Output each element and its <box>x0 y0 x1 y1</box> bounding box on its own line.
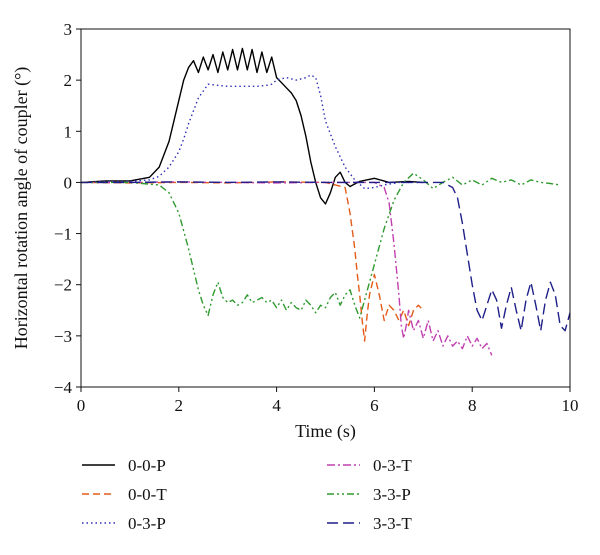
plot-area: 0 2 4 6 8 10 −4 −3 −2 −1 0 1 2 3 <box>54 20 579 415</box>
legend-label: 0-3-T <box>373 456 412 475</box>
series-line-3-3-P <box>81 172 561 319</box>
legend: 0-0-P 0-0-T 0-3-P 0-3-T 3-3-P 3-3-T <box>82 456 412 533</box>
x-tick-label: 6 <box>370 396 379 415</box>
y-axis-ticks: −4 −3 −2 −1 0 1 2 3 <box>54 20 81 397</box>
legend-label: 0-0-P <box>128 456 166 475</box>
y-tick-label: 2 <box>64 71 73 90</box>
x-tick-label: 4 <box>272 396 281 415</box>
series-line-0-0-P <box>80 47 424 205</box>
x-tick-label: 10 <box>562 396 579 415</box>
series-layer <box>80 47 571 356</box>
y-axis-title: Horizontal rotation angle of coupler (°) <box>11 67 32 350</box>
series-line-0-3-P <box>80 74 424 190</box>
y-tick-label: −1 <box>54 225 72 244</box>
legend-label: 0-3-P <box>128 514 166 533</box>
y-tick-label: −4 <box>54 378 73 397</box>
legend-label: 3-3-T <box>373 514 412 533</box>
x-tick-label: 2 <box>175 396 184 415</box>
x-tick-label: 0 <box>77 396 86 415</box>
y-tick-label: 1 <box>64 122 73 141</box>
legend-label: 3-3-P <box>373 485 411 504</box>
x-axis-title: Time (s) <box>295 421 356 442</box>
plot-frame <box>80 28 571 388</box>
x-tick-label: 8 <box>468 396 477 415</box>
series-line-0-0-T <box>80 181 424 342</box>
y-tick-label: −3 <box>54 327 72 346</box>
y-tick-label: 3 <box>64 20 73 39</box>
y-tick-label: 0 <box>64 173 73 192</box>
series-line-3-3-T <box>81 181 571 332</box>
x-axis-ticks: 0 2 4 6 8 10 <box>77 387 579 415</box>
y-tick-label: −2 <box>54 276 72 295</box>
series-line-0-3-T <box>81 181 493 356</box>
legend-label: 0-0-T <box>128 485 167 504</box>
